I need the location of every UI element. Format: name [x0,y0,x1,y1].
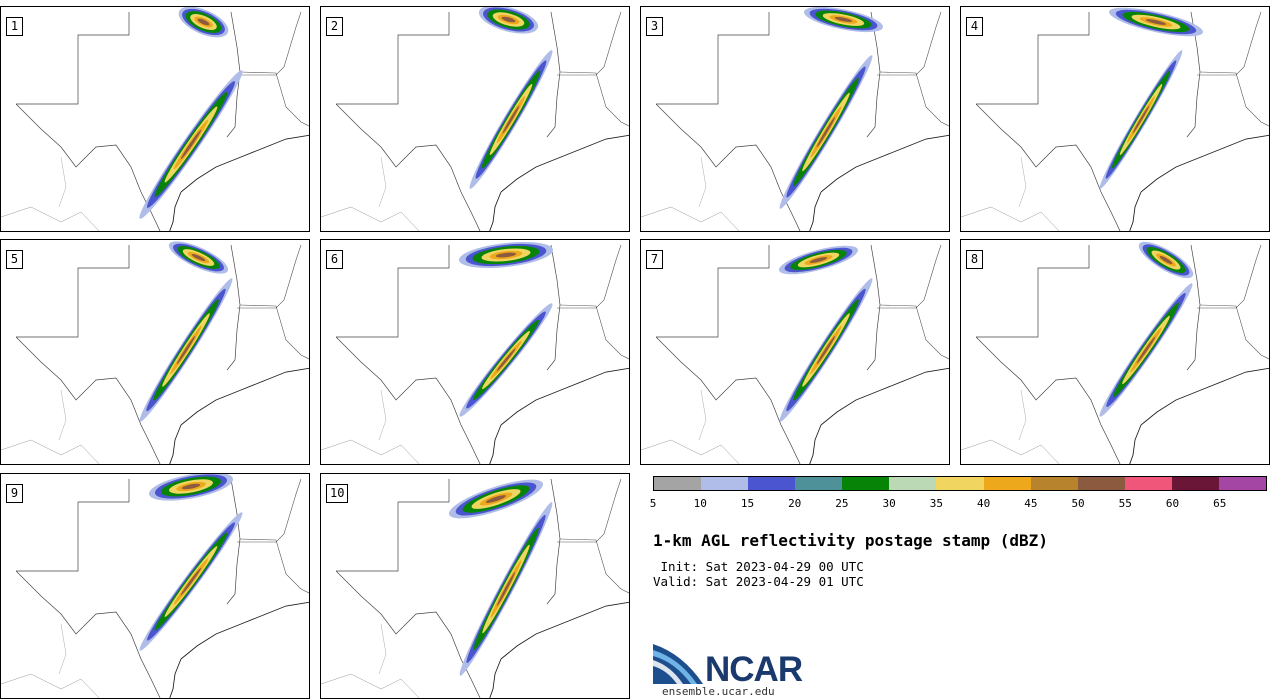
member-number-label: 2 [326,17,343,36]
colorbar-swatch [842,477,890,490]
ensemble-member-panel: 6 [320,239,630,465]
colorbar-tick-label: 65 [1213,497,1227,510]
colorbar-swatch [1218,477,1267,490]
reflectivity-colorbar [653,476,1267,491]
member-number-label: 8 [966,250,983,269]
valid-time: Valid: Sat 2023-04-29 01 UTC [653,574,864,589]
reflectivity-map [1,241,309,464]
colorbar-tick-label: 15 [740,497,755,510]
reflectivity-map [641,244,949,464]
ensemble-member-panel: 9 [0,473,310,699]
colorbar-tick-label: 55 [1118,497,1132,510]
ensemble-member-panel: 3 [640,6,950,232]
colorbar-tick-label: 45 [1024,497,1038,510]
ensemble-member-panel: 4 [960,6,1270,232]
init-time: Init: Sat 2023-04-29 00 UTC [653,559,864,574]
reflectivity-map [961,241,1269,464]
ncar-logo-text: NCAR [705,650,803,689]
colorbar-tick-labels: 5 10 15 20 25 30 35 40 45 50 55 60 65 [649,497,1267,511]
colorbar-tick-label: 10 [693,497,707,510]
ensemble-member-panel: 8 [960,239,1270,465]
ncar-logo-icon [653,644,703,684]
figure-title: 1-km AGL reflectivity postage stamp (dBZ… [653,531,1048,550]
colorbar-swatch [748,477,796,490]
member-number-label: 5 [6,250,23,269]
reflectivity-map [641,7,949,231]
colorbar-swatch [795,477,843,490]
ensemble-member-panel: 7 [640,239,950,465]
colorbar-swatch [1171,477,1219,490]
ensemble-member-panel: 5 [0,239,310,465]
colorbar-swatch [983,477,1031,490]
member-number-label: 7 [646,250,663,269]
colorbar-tick-label: 50 [1071,497,1085,510]
colorbar-tick-label: 30 [882,497,896,510]
colorbar-tick-label: 20 [788,497,802,510]
colorbar-tick-label: 60 [1165,497,1180,510]
colorbar-tick-label: 35 [929,497,943,510]
member-number-label: 4 [966,17,983,36]
reflectivity-map [321,478,629,698]
colorbar-swatch [1124,477,1172,490]
member-number-label: 6 [326,250,343,269]
ensemble-member-panel: 10 [320,473,630,699]
colorbar-swatch [654,477,702,490]
colorbar-tick-label: 40 [976,497,991,510]
reflectivity-map [321,7,629,231]
colorbar-swatch [701,477,749,490]
ensemble-member-panel: 1 [0,6,310,232]
reflectivity-map [1,7,309,231]
colorbar-swatch [1030,477,1078,490]
ensemble-url[interactable]: ensemble.ucar.edu [662,685,775,698]
reflectivity-map [321,241,629,464]
colorbar-swatch [1077,477,1125,490]
reflectivity-map [961,7,1269,231]
colorbar-swatch [889,477,937,490]
reflectivity-map [1,474,309,698]
colorbar-tick-label: 25 [835,497,849,510]
member-number-label: 3 [646,17,663,36]
colorbar-swatch [936,477,984,490]
ensemble-member-panel: 2 [320,6,630,232]
member-number-label: 1 [6,17,23,36]
colorbar-tick-label: 5 [649,497,657,510]
member-number-label: 10 [326,484,349,503]
member-number-label: 9 [6,484,23,503]
